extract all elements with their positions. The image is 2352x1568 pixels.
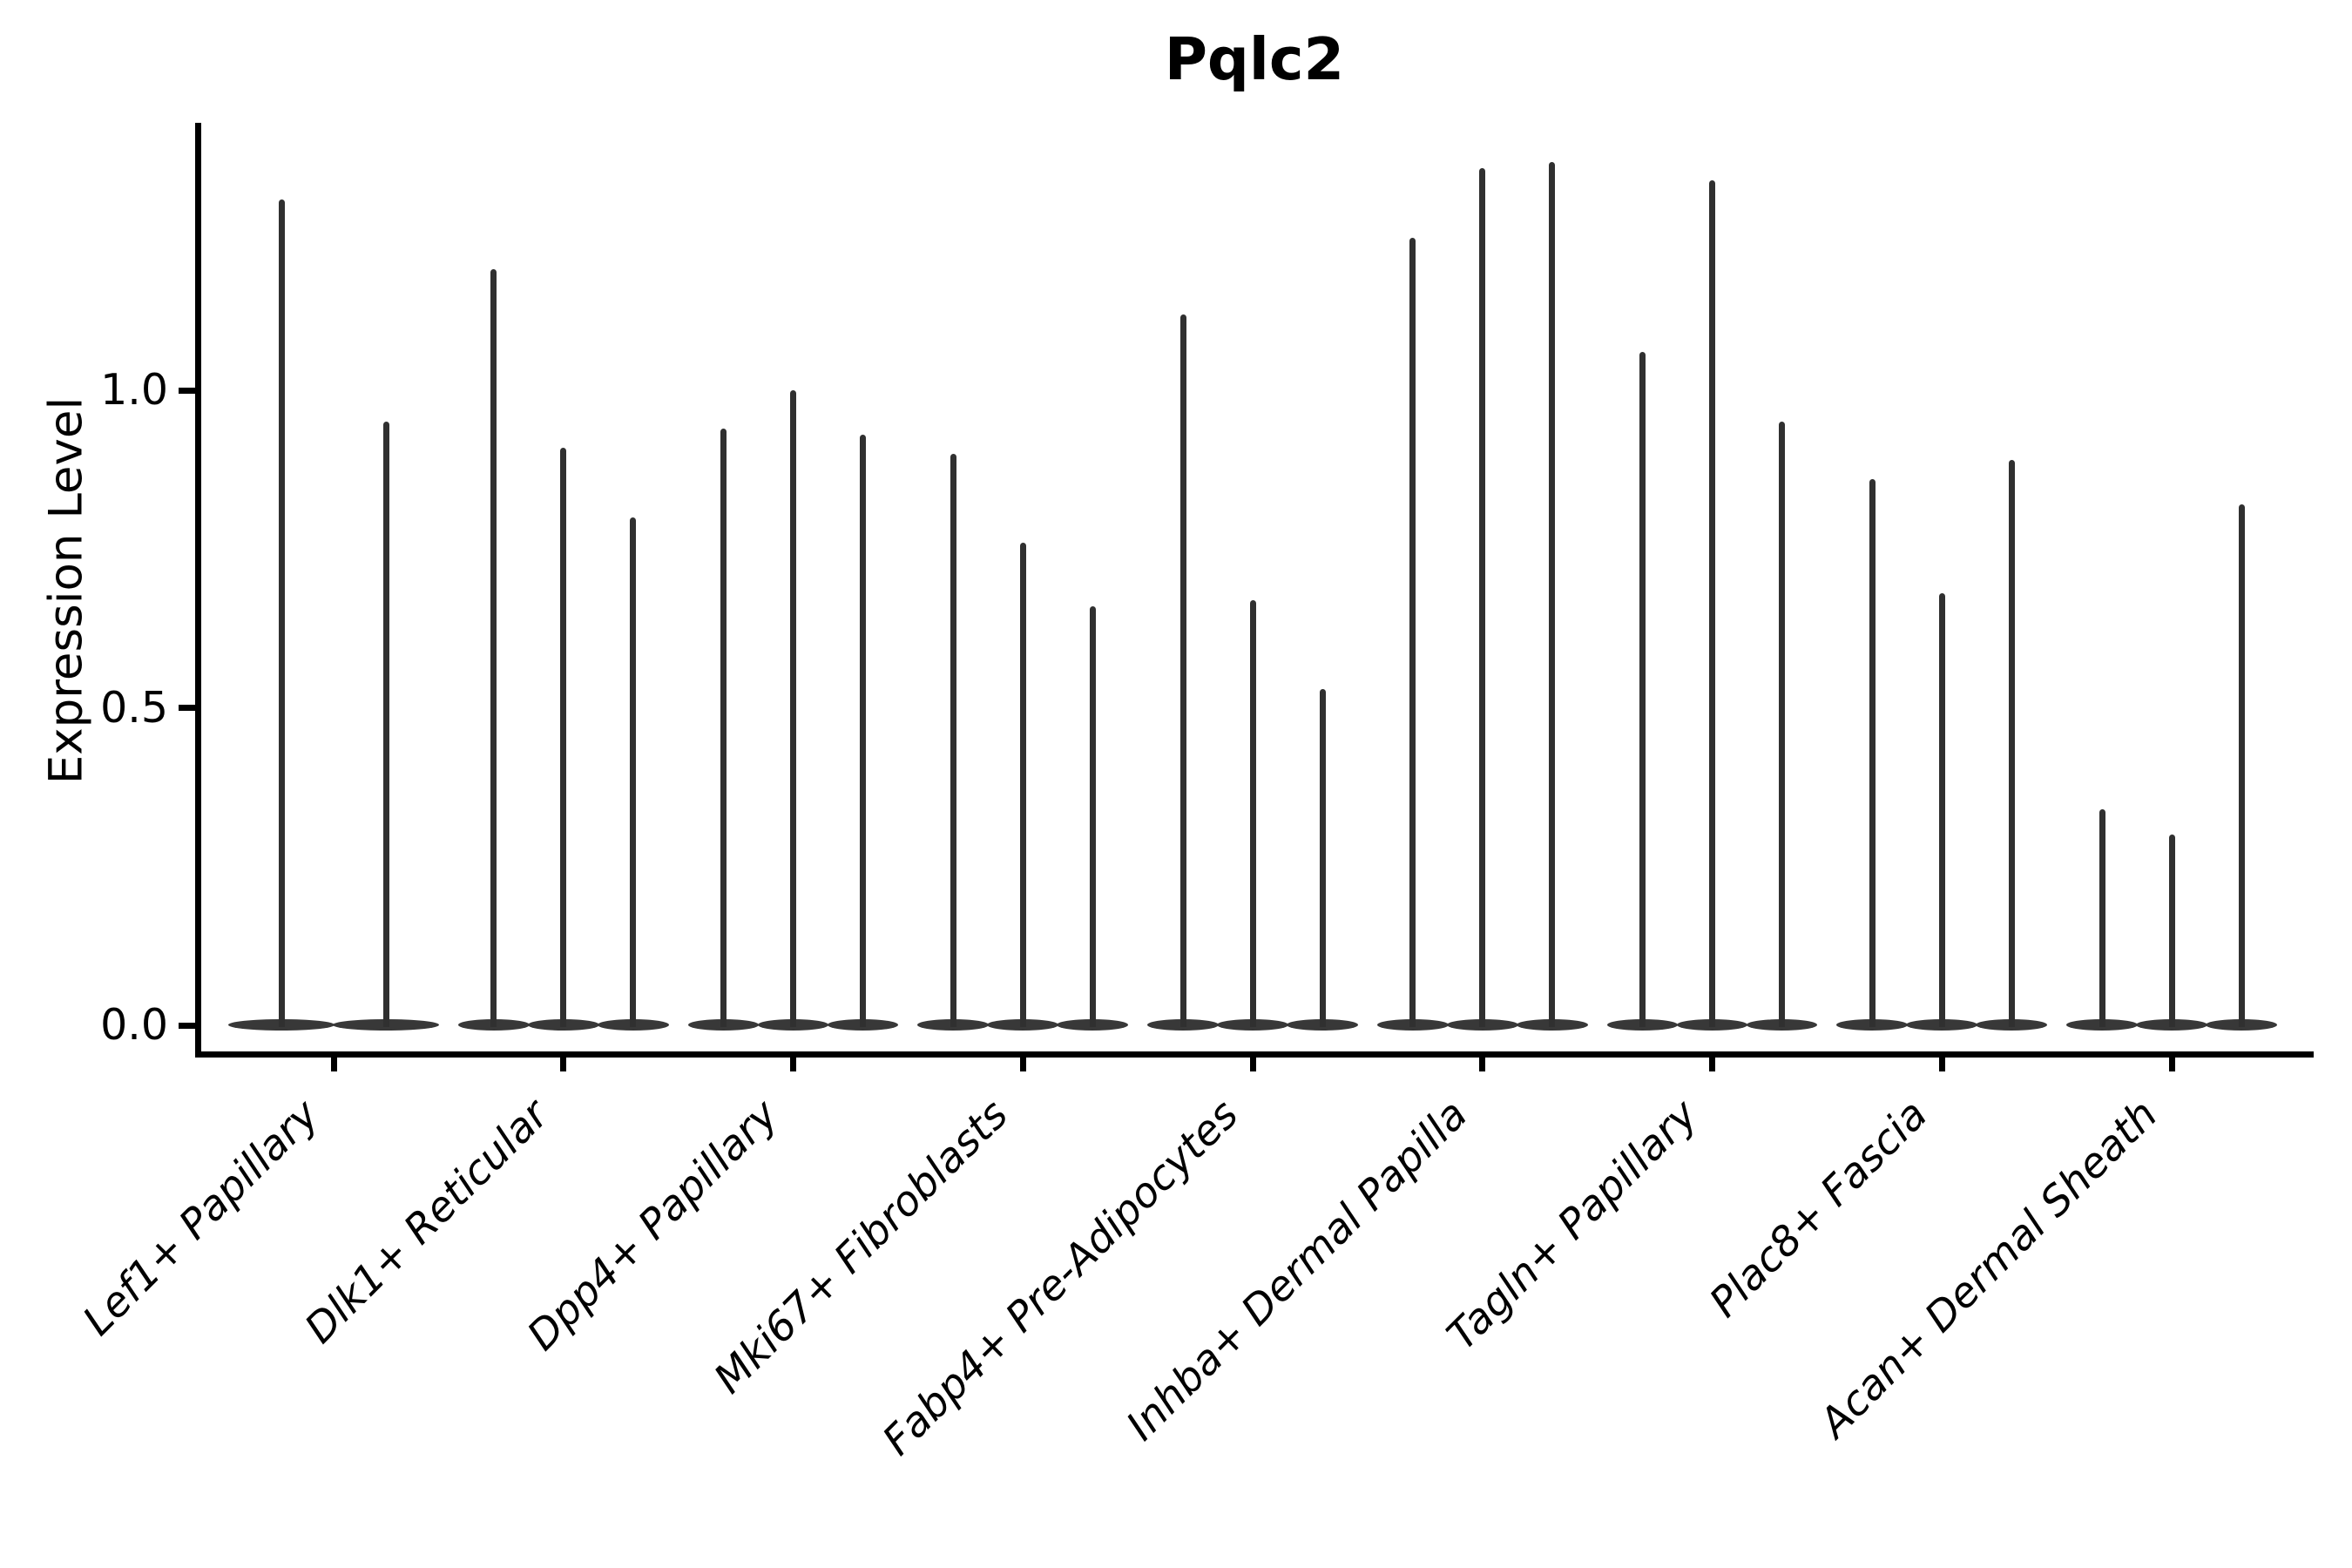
violin-spike — [1019, 542, 1026, 1027]
x-tick-mark — [790, 1056, 796, 1071]
violin-spike — [1709, 180, 1715, 1027]
x-tick-label: Dlk1+ Reticular — [295, 1091, 558, 1353]
violin-spike — [1549, 161, 1556, 1027]
violin-spike — [1319, 688, 1326, 1027]
x-tick-label: Lef1+ Papillary — [73, 1091, 328, 1346]
violin-spike — [2168, 835, 2175, 1027]
x-tick-mark — [1709, 1056, 1715, 1071]
violin-spike — [490, 269, 497, 1027]
violin-spike — [1639, 352, 1646, 1027]
y-tick-label: 1.0 — [100, 365, 168, 415]
x-tick-mark — [560, 1056, 567, 1071]
x-tick-mark — [1479, 1056, 1486, 1071]
violin-spike — [1869, 479, 1876, 1027]
x-tick-mark — [2168, 1056, 2175, 1071]
violin-spike — [2099, 809, 2105, 1027]
x-tick-label: Tagln+ Papillary — [1437, 1091, 1707, 1360]
y-tick-mark — [179, 387, 195, 394]
violin-spike — [278, 199, 285, 1027]
violin-spike — [630, 517, 637, 1027]
violin-spike — [1779, 422, 1785, 1027]
x-tick-mark — [1019, 1056, 1026, 1071]
violin-spike — [1938, 593, 1945, 1027]
chart-title: Pqlc2 — [1164, 25, 1345, 93]
violin-spike — [1479, 167, 1486, 1027]
violin-spike — [2008, 460, 2015, 1027]
violin-spike — [2238, 504, 2245, 1027]
y-tick-mark — [179, 705, 195, 711]
violin-spike — [560, 447, 567, 1027]
y-tick-mark — [179, 1022, 195, 1029]
violin-spike — [860, 435, 866, 1027]
x-tick-label: Dpp4+ Papillary — [518, 1091, 788, 1361]
violin-spike — [720, 428, 727, 1027]
violin-spike — [1089, 605, 1096, 1027]
violin-spike — [1179, 314, 1186, 1027]
x-axis-spine — [195, 1051, 2314, 1058]
y-axis-spine — [195, 123, 201, 1058]
x-tick-mark — [330, 1056, 337, 1071]
y-tick-label: 0.5 — [100, 682, 168, 733]
violin-spike — [1249, 599, 1256, 1027]
x-tick-mark — [1938, 1056, 1945, 1071]
x-tick-mark — [1249, 1056, 1256, 1071]
violin-spike — [382, 422, 389, 1027]
violin-spike — [790, 390, 796, 1027]
y-tick-label: 0.0 — [100, 1000, 168, 1050]
violin-spike — [1409, 238, 1416, 1027]
x-tick-label: Plac8+ Fascia — [1700, 1091, 1937, 1328]
violin-spike — [950, 453, 956, 1027]
